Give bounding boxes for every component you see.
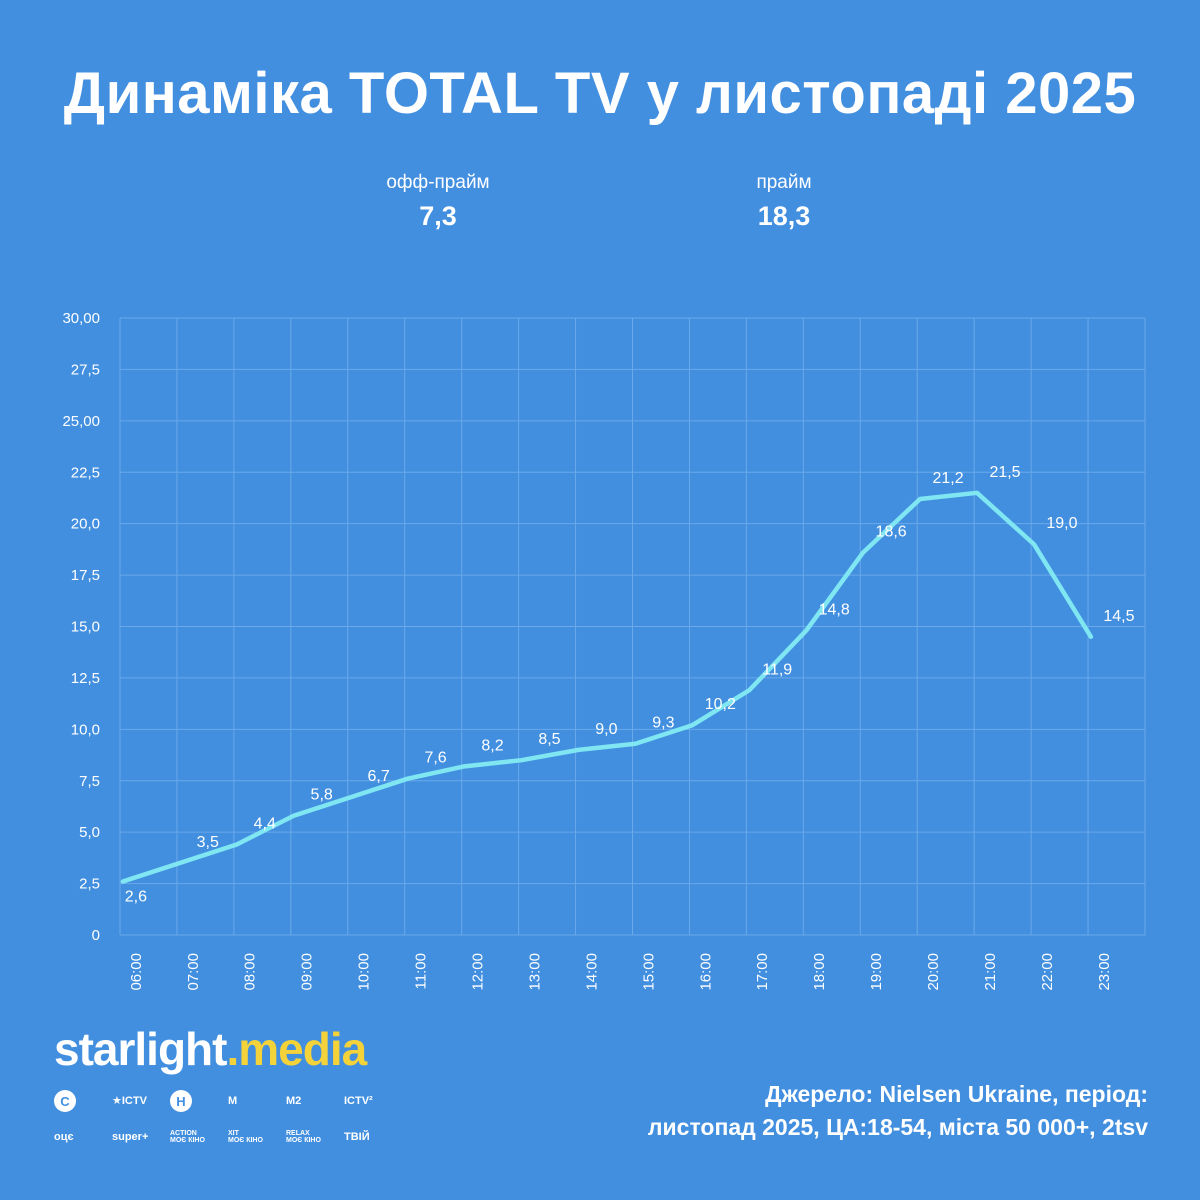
channel-logo: super+ [112,1130,149,1143]
logo-dot: . [226,1023,239,1075]
page-title: Динаміка TOTAL TV у листопаді 2025 [63,61,1137,126]
data-label: 21,5 [989,464,1020,481]
starlight-media-logo: starlight.media [54,1023,367,1075]
y-tick-label: 2,5 [79,876,100,893]
data-label: 18,6 [876,523,907,540]
data-label: 21,2 [932,470,963,487]
kpi-prime-value: 18,3 [757,200,811,231]
channel-logo: С [54,1090,76,1112]
x-tick-label: 13:00 [526,953,543,991]
data-labels: 2,6 3,5 4,4 5,8 6,7 7,6 8,2 8,5 9,0 9,3 10,2 11,9 14… [125,464,1135,906]
y-tick-label: 10,0 [71,721,100,738]
y-tick-label: 12,5 [71,670,100,687]
y-tick-label: 5,0 [79,824,100,841]
channel-logo: ХІТ МОЄ КІНО [228,1130,263,1144]
x-tick-label: 16:00 [697,953,714,991]
series-line [120,490,1094,884]
source-line-1: Джерело: Nielsen Ukraine, період: [765,1081,1148,1107]
x-tick-label: 09:00 [299,953,316,991]
data-label: 10,2 [705,696,736,713]
data-label: 7,6 [424,750,446,767]
x-tick-label: 17:00 [754,953,771,991]
channel-logo: RELAX МОЄ КІНО [286,1130,321,1144]
channel-logo: ★ICTV [112,1094,147,1107]
kpi-prime: прайм 18,3 [664,172,904,232]
chart-grid [119,317,1146,936]
channel-logo: ICTV² [344,1094,373,1107]
x-tick-label: 23:00 [1096,953,1113,991]
kpi-prime-label: прайм [756,172,812,193]
y-tick-label: 17,5 [71,567,100,584]
kpi-offprime-value: 7,3 [419,200,457,231]
x-tick-label: 08:00 [242,953,259,991]
data-label: 4,4 [254,816,276,833]
x-tick-label: 18:00 [811,953,828,991]
y-axis-ticks: 0 2,5 5,0 7,5 10,0 12,5 15,0 17,5 20,0 22,5 25,00 2… [62,310,100,944]
data-label: 5,8 [311,787,333,804]
y-tick-label: 22,5 [71,464,100,481]
x-tick-label: 19:00 [868,953,885,991]
data-label: 14,8 [819,602,850,619]
x-tick-label: 14:00 [583,953,600,991]
data-label: 8,2 [481,737,503,754]
x-tick-label: 20:00 [925,953,942,991]
x-tick-label: 10:00 [356,953,373,991]
logo-accent: media [238,1023,367,1075]
channel-logo: М2 [286,1094,302,1107]
y-tick-label: 25,00 [62,413,100,430]
x-tick-label: 15:00 [640,953,657,991]
channel-logo: Н [170,1090,192,1112]
data-label: 6,7 [368,768,390,785]
x-tick-label: 21:00 [982,953,999,991]
x-tick-label: 22:00 [1039,953,1056,991]
channel-logo: ТВІЙ [344,1130,370,1143]
data-label: 11,9 [762,661,792,678]
data-label: 3,5 [197,834,219,851]
source-line-2: листопад 2025, ЦА:18-54, міста 50 000+, … [647,1114,1148,1141]
x-tick-label: 12:00 [470,953,487,991]
y-tick-label: 0 [92,927,100,944]
channel-logo: ACTION МОЄ КІНО [170,1130,205,1144]
kpi-offprime-label: офф-прайм [386,172,490,193]
data-label: 14,5 [1103,608,1134,625]
channel-logo: оцє [54,1130,74,1143]
channel-logo: М [228,1094,238,1107]
x-axis-ticks: 06:00 07:00 08:00 09:00 10:00 11:00 12:00 13:00… [128,953,1113,991]
y-tick-label: 15,0 [71,619,100,636]
channel-logos: С ★ICTV Н М М2 ICTV² оцє super+ ACTION МОЄ КІНО Х… [54,1090,404,1148]
y-tick-label: 30,00 [62,310,100,327]
x-tick-label: 11:00 [413,953,430,989]
series-line-group [120,490,1094,884]
y-tick-label: 27,5 [71,361,100,378]
x-tick-label: 07:00 [185,953,202,991]
y-tick-label: 7,5 [79,773,100,790]
source-note: Джерело: Nielsen Ukraine, період: листоп… [448,1078,1148,1145]
logo-main: starlight [54,1023,227,1075]
kpi-offprime: офф-прайм 7,3 [318,172,558,232]
data-label: 19,0 [1046,515,1077,532]
data-label: 9,3 [652,715,674,732]
data-label: 8,5 [538,731,560,748]
data-label: 9,0 [595,721,617,738]
x-tick-label: 06:00 [128,953,145,991]
y-tick-label: 20,0 [71,516,100,533]
data-label: 2,6 [125,889,147,906]
line-chart: 0 2,5 5,0 7,5 10,0 12,5 15,0 17,5 20,0 22,5 25,00 2… [62,310,1146,991]
